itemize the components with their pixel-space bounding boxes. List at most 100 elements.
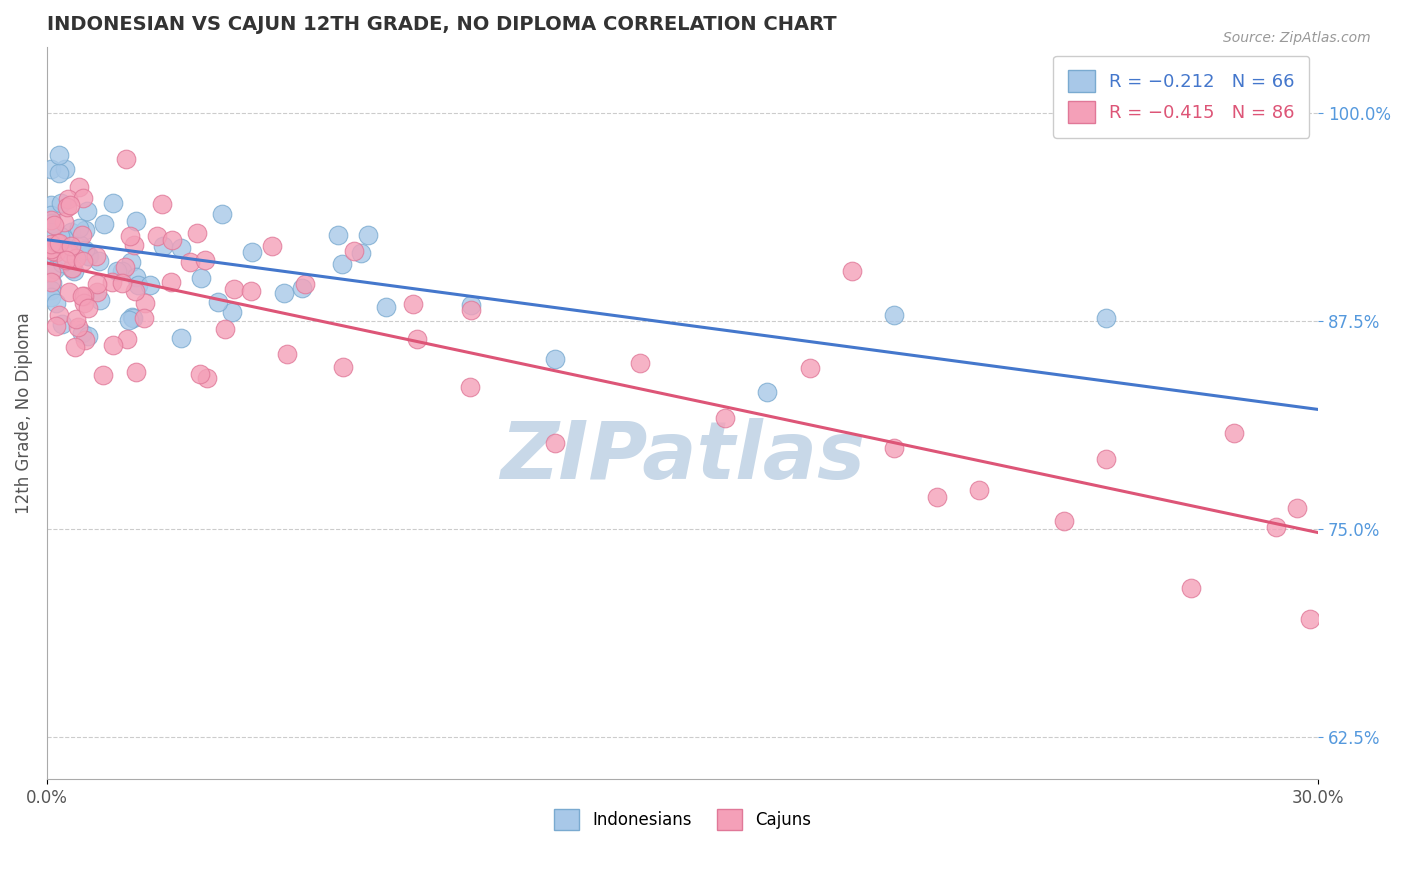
Point bbox=[48, 148, 70, 162]
Point bbox=[1286, 500, 1309, 515]
Point bbox=[214, 322, 236, 336]
Point bbox=[39, 212, 62, 227]
Point bbox=[41, 216, 63, 230]
Point bbox=[544, 436, 567, 450]
Point bbox=[179, 255, 201, 269]
Point bbox=[357, 227, 380, 242]
Point bbox=[1299, 612, 1322, 626]
Point bbox=[53, 232, 76, 246]
Point bbox=[332, 359, 354, 374]
Point bbox=[45, 244, 67, 259]
Point bbox=[239, 284, 262, 298]
Point bbox=[42, 218, 65, 232]
Point bbox=[69, 237, 91, 252]
Point bbox=[121, 310, 143, 324]
Point bbox=[1264, 519, 1286, 533]
Point bbox=[62, 262, 84, 277]
Point bbox=[51, 256, 73, 270]
Point bbox=[76, 203, 98, 218]
Point bbox=[122, 238, 145, 252]
Point bbox=[70, 289, 93, 303]
Point bbox=[55, 252, 77, 267]
Point bbox=[77, 301, 100, 315]
Point bbox=[326, 228, 349, 243]
Point bbox=[39, 290, 62, 304]
Point bbox=[70, 244, 93, 258]
Point bbox=[122, 310, 145, 325]
Point bbox=[45, 296, 67, 310]
Point bbox=[125, 365, 148, 379]
Point bbox=[44, 261, 66, 276]
Point bbox=[73, 296, 96, 310]
Point bbox=[132, 311, 155, 326]
Point bbox=[39, 265, 62, 279]
Point bbox=[111, 277, 134, 291]
Point bbox=[628, 355, 651, 369]
Point bbox=[87, 253, 110, 268]
Point bbox=[114, 260, 136, 274]
Point bbox=[51, 317, 73, 331]
Point bbox=[45, 318, 67, 333]
Point bbox=[101, 196, 124, 211]
Point bbox=[160, 233, 183, 247]
Point bbox=[343, 244, 366, 258]
Point bbox=[77, 249, 100, 263]
Point bbox=[93, 217, 115, 231]
Point bbox=[115, 152, 138, 166]
Point bbox=[41, 276, 63, 290]
Point bbox=[101, 275, 124, 289]
Point bbox=[76, 329, 98, 343]
Point bbox=[118, 312, 141, 326]
Point bbox=[190, 271, 212, 285]
Point bbox=[124, 214, 146, 228]
Point bbox=[1222, 425, 1244, 440]
Point bbox=[56, 192, 79, 206]
Point bbox=[240, 245, 263, 260]
Point bbox=[59, 239, 82, 253]
Point bbox=[101, 337, 124, 351]
Point bbox=[39, 162, 62, 177]
Point bbox=[70, 228, 93, 243]
Point bbox=[39, 242, 62, 256]
Point bbox=[73, 243, 96, 257]
Point bbox=[402, 297, 425, 311]
Point bbox=[273, 286, 295, 301]
Point bbox=[124, 284, 146, 298]
Point bbox=[39, 283, 62, 297]
Y-axis label: 12th Grade, No Diploma: 12th Grade, No Diploma bbox=[15, 312, 32, 514]
Point bbox=[925, 490, 948, 504]
Point bbox=[60, 261, 83, 276]
Point bbox=[53, 215, 76, 229]
Point bbox=[59, 225, 82, 239]
Point bbox=[1180, 582, 1202, 596]
Text: Source: ZipAtlas.com: Source: ZipAtlas.com bbox=[1223, 31, 1371, 45]
Point bbox=[260, 239, 283, 253]
Point bbox=[460, 298, 482, 312]
Point bbox=[150, 197, 173, 211]
Point bbox=[49, 196, 72, 211]
Point bbox=[211, 207, 233, 221]
Point bbox=[39, 208, 62, 222]
Point bbox=[841, 264, 863, 278]
Point bbox=[714, 411, 737, 425]
Point bbox=[56, 200, 79, 214]
Point bbox=[883, 442, 905, 456]
Point bbox=[39, 197, 62, 211]
Point bbox=[1095, 451, 1118, 466]
Point bbox=[222, 282, 245, 296]
Point bbox=[72, 191, 94, 205]
Point bbox=[207, 294, 229, 309]
Text: INDONESIAN VS CAJUN 12TH GRADE, NO DIPLOMA CORRELATION CHART: INDONESIAN VS CAJUN 12TH GRADE, NO DIPLO… bbox=[46, 15, 837, 34]
Point bbox=[105, 264, 128, 278]
Point bbox=[41, 244, 63, 259]
Point bbox=[458, 380, 481, 394]
Point bbox=[65, 251, 87, 265]
Point bbox=[883, 308, 905, 322]
Point bbox=[41, 247, 63, 261]
Point bbox=[276, 347, 298, 361]
Point bbox=[75, 333, 97, 347]
Point bbox=[91, 368, 114, 382]
Point bbox=[48, 229, 70, 244]
Point bbox=[67, 221, 90, 235]
Point bbox=[406, 332, 429, 346]
